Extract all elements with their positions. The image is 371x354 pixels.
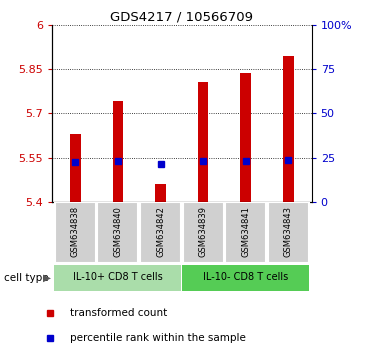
- Text: GSM634842: GSM634842: [156, 206, 165, 257]
- Text: GSM634838: GSM634838: [71, 206, 80, 257]
- Bar: [283, 56, 293, 202]
- Bar: [225, 202, 266, 263]
- Text: IL-10- CD8 T cells: IL-10- CD8 T cells: [203, 272, 288, 282]
- Bar: [240, 74, 251, 202]
- Text: GSM634843: GSM634843: [284, 206, 293, 257]
- Bar: [182, 265, 309, 291]
- Bar: [183, 202, 223, 263]
- Text: transformed count: transformed count: [70, 308, 167, 318]
- Text: IL-10+ CD8 T cells: IL-10+ CD8 T cells: [73, 272, 163, 282]
- Bar: [70, 134, 81, 202]
- Text: GSM634840: GSM634840: [114, 206, 122, 257]
- Bar: [198, 82, 209, 202]
- Text: ▶: ▶: [43, 273, 51, 283]
- Text: percentile rank within the sample: percentile rank within the sample: [70, 333, 246, 343]
- Text: GSM634839: GSM634839: [198, 206, 208, 257]
- Title: GDS4217 / 10566709: GDS4217 / 10566709: [110, 11, 253, 24]
- Bar: [55, 202, 96, 263]
- Text: GSM634841: GSM634841: [241, 206, 250, 257]
- Bar: [55, 265, 181, 291]
- Bar: [140, 202, 181, 263]
- Bar: [113, 102, 123, 202]
- Bar: [155, 184, 166, 202]
- Bar: [98, 202, 138, 263]
- Text: cell type: cell type: [4, 273, 48, 283]
- Bar: [268, 202, 309, 263]
